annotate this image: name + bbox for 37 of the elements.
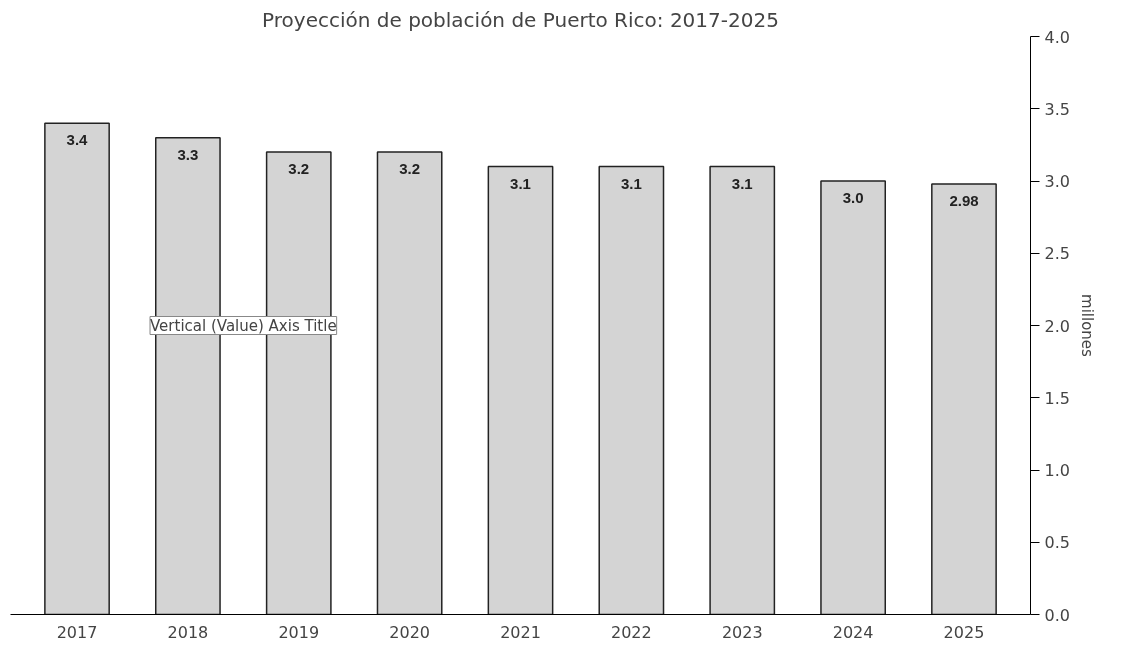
data-label: 2.98: [949, 191, 979, 209]
x-tick-label: 2022: [611, 622, 652, 642]
annotation: Vertical (Value) Axis Title: [150, 316, 337, 335]
bar: [487, 165, 554, 615]
x-tick-label: 2021: [500, 622, 541, 642]
y-tick-label: 3.0: [1044, 172, 1070, 191]
data-label: 3.2: [288, 160, 310, 178]
data-label: 3.3: [177, 145, 199, 163]
x-tick-label: 2018: [167, 622, 209, 642]
data-label: 3.2: [399, 160, 421, 178]
data-label: 3.1: [731, 174, 753, 192]
x-tick-label: 2019: [278, 622, 320, 642]
y-axis-title: millones: [1077, 294, 1096, 358]
data-label: 3.4: [66, 131, 89, 149]
y-tick-label: 4.0: [1044, 27, 1070, 47]
bar: [931, 183, 997, 615]
x-tick-label: 2025: [943, 622, 985, 642]
data-label: 3.0: [842, 189, 864, 206]
bar: [598, 165, 665, 615]
x-tick-label: 2024: [832, 622, 874, 642]
bar: [820, 180, 887, 615]
y-tick-label: 0.0: [1044, 605, 1070, 625]
y-tick-label: 0.5: [1044, 533, 1070, 553]
y-tick-label: 2.0: [1044, 316, 1070, 336]
y-tick-label: 1.0: [1044, 461, 1070, 480]
y-tick-label: 3.5: [1044, 99, 1070, 119]
data-label: 3.1: [510, 174, 531, 192]
bar: [709, 165, 776, 615]
chart-title: Proyección de población de Puerto Rico: 2017-2025: [262, 7, 779, 32]
data-label: 3.1: [620, 174, 642, 192]
y-tick-label: 1.5: [1044, 388, 1070, 408]
x-tick-label: 2020: [389, 622, 430, 642]
bar: [376, 151, 443, 615]
x-tick-label: 2023: [721, 622, 763, 642]
y-tick-label: 2.5: [1044, 244, 1070, 264]
x-tick-label: 2017: [56, 622, 98, 642]
bar: [44, 122, 110, 615]
